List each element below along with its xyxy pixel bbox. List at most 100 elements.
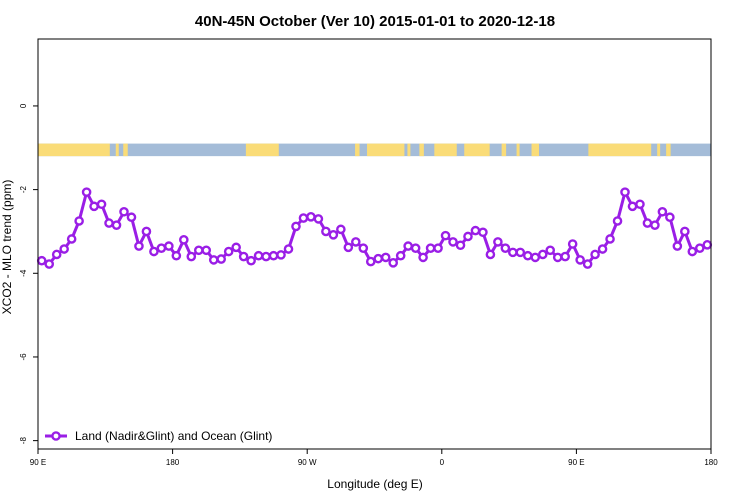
data-point-0 xyxy=(36,255,47,266)
land-segment-0 xyxy=(38,143,110,157)
land-segment-2 xyxy=(123,143,128,157)
data-point-17 xyxy=(164,241,174,251)
data-point-76 xyxy=(605,234,615,244)
data-point-20 xyxy=(186,251,197,262)
y-tick-label-2: -4 xyxy=(19,269,28,277)
land-segment-7 xyxy=(419,143,424,157)
data-point-73 xyxy=(582,259,593,269)
data-point-72 xyxy=(575,255,585,265)
data-point-58 xyxy=(470,225,481,236)
data-point-47 xyxy=(388,258,398,268)
data-point-50 xyxy=(410,243,421,253)
land-segment-3 xyxy=(245,143,279,157)
data-point-1 xyxy=(44,259,55,269)
data-point-33 xyxy=(283,244,294,254)
data-point-48 xyxy=(395,250,406,261)
data-point-54 xyxy=(440,230,451,241)
data-point-44 xyxy=(365,256,376,267)
data-point-4 xyxy=(66,234,77,244)
data-point-41 xyxy=(343,242,354,253)
data-point-29 xyxy=(253,250,264,261)
land-segment-11 xyxy=(516,143,520,157)
data-point-83 xyxy=(657,206,668,217)
land-segment-10 xyxy=(501,143,507,157)
data-point-81 xyxy=(642,218,653,228)
data-point-26 xyxy=(231,242,241,253)
data-point-67 xyxy=(537,249,548,260)
y-tick-label-3: -6 xyxy=(19,353,28,361)
data-point-62 xyxy=(500,243,511,253)
plot-frame xyxy=(37,38,712,450)
data-point-11 xyxy=(119,206,129,217)
data-point-63 xyxy=(508,247,518,258)
data-point-30 xyxy=(261,251,271,262)
data-point-9 xyxy=(104,218,114,228)
data-point-88 xyxy=(694,243,705,253)
data-point-85 xyxy=(672,241,683,251)
data-point-87 xyxy=(687,246,698,257)
data-point-77 xyxy=(612,216,623,226)
data-point-46 xyxy=(380,252,391,263)
data-point-42 xyxy=(351,237,361,247)
data-point-32 xyxy=(276,250,286,260)
data-point-52 xyxy=(425,243,436,253)
land-segment-6 xyxy=(407,143,411,157)
data-point-49 xyxy=(403,241,413,251)
data-point-34 xyxy=(291,221,301,232)
data-point-68 xyxy=(545,245,556,256)
land-segment-15 xyxy=(666,143,671,157)
data-point-14 xyxy=(141,226,152,237)
data-point-12 xyxy=(126,212,137,223)
data-point-51 xyxy=(418,252,428,263)
data-point-59 xyxy=(478,227,488,238)
data-point-19 xyxy=(179,235,189,245)
data-point-71 xyxy=(567,239,578,249)
data-point-2 xyxy=(51,249,62,260)
data-point-28 xyxy=(246,255,256,266)
land-segment-12 xyxy=(531,143,540,157)
land-segment-1 xyxy=(115,143,119,157)
land-segment-14 xyxy=(657,143,661,157)
data-point-27 xyxy=(238,251,249,262)
data-point-36 xyxy=(306,212,316,222)
data-point-22 xyxy=(201,245,212,256)
data-point-8 xyxy=(96,199,107,210)
data-point-61 xyxy=(493,237,503,247)
data-point-37 xyxy=(313,214,324,224)
data-point-57 xyxy=(463,231,473,242)
data-point-25 xyxy=(223,246,234,257)
data-point-16 xyxy=(156,243,167,253)
x-tick-label-4: 90 E xyxy=(568,458,584,467)
data-point-39 xyxy=(328,229,339,240)
series-line-0 xyxy=(41,190,708,266)
data-point-10 xyxy=(111,220,122,230)
data-point-60 xyxy=(485,249,496,260)
land-ocean-strip xyxy=(38,143,711,157)
data-point-70 xyxy=(560,251,570,262)
legend-marker-0 xyxy=(51,431,61,441)
data-point-84 xyxy=(665,212,675,223)
y-axis-label: XCO2 - MLO trend (ppm) xyxy=(0,180,14,315)
data-point-43 xyxy=(358,243,369,253)
land-segment-9 xyxy=(464,143,490,157)
data-point-18 xyxy=(171,250,182,261)
data-point-24 xyxy=(216,254,227,264)
x-tick-label-0: 90 E xyxy=(30,458,46,467)
x-tick-label-1: 180 xyxy=(166,458,180,467)
data-point-21 xyxy=(193,245,204,256)
series-layer xyxy=(36,187,713,269)
data-point-65 xyxy=(522,250,533,261)
data-point-5 xyxy=(74,216,84,226)
data-point-86 xyxy=(680,226,690,237)
data-point-80 xyxy=(635,199,645,210)
data-point-55 xyxy=(448,237,458,247)
land-segment-4 xyxy=(355,143,360,157)
data-point-40 xyxy=(336,224,346,235)
data-point-74 xyxy=(590,249,600,260)
data-point-53 xyxy=(433,243,443,253)
x-axis: 90 E 180 90 W 0 90 E 180 xyxy=(30,449,718,467)
data-point-23 xyxy=(208,255,219,265)
data-point-6 xyxy=(81,187,92,197)
data-point-82 xyxy=(650,220,660,230)
